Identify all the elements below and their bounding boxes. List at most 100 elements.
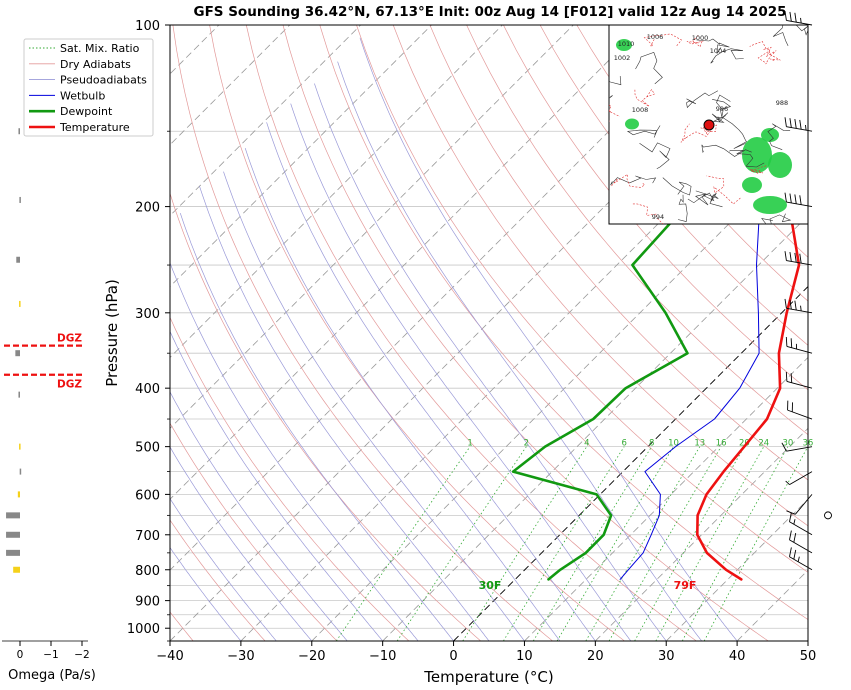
- pseudoadiabat-line: [244, 147, 561, 641]
- dry-adiabat-line: [576, 25, 808, 302]
- wind-barb: [787, 400, 813, 420]
- map-contour: [626, 125, 661, 138]
- dry-adiabat-line: [429, 25, 808, 481]
- mixing-ratio-line: [532, 446, 653, 641]
- mixing-ratio-line: [655, 446, 765, 641]
- isotherm-line: [240, 73, 808, 641]
- barb-feather: [794, 252, 797, 263]
- map-contour-label: 1004: [710, 47, 727, 55]
- dry-adiabat-line: [245, 25, 697, 641]
- barb-feather: [794, 194, 797, 204]
- pseudoadiabat-line: [170, 547, 242, 641]
- x-tick-label: 20: [587, 649, 604, 664]
- wind-barb: [784, 11, 813, 26]
- isotherm-line: [524, 356, 808, 641]
- omega-bar: [18, 128, 20, 135]
- omega-bar: [19, 443, 21, 450]
- y-tick-label: 600: [135, 488, 160, 503]
- omega-bar: [6, 549, 21, 556]
- map-contour: [635, 52, 663, 85]
- map-contour: [757, 46, 777, 65]
- barb-feather: [794, 12, 797, 23]
- barb-feather: [789, 193, 792, 204]
- chart-title: GFS Sounding 36.42°N, 67.13°E Init: 00z …: [193, 4, 786, 20]
- barb-shaft: [787, 409, 813, 420]
- map-contour: [677, 194, 688, 222]
- map-contour: [634, 88, 655, 107]
- wind-barb: [784, 117, 813, 132]
- dry-adiabat-line: [170, 422, 338, 641]
- pseudoadiabat-line: [359, 37, 738, 641]
- barb-feather: [790, 373, 793, 383]
- isotherm-line: [170, 25, 574, 429]
- pseudoadiabat-line: [337, 61, 702, 641]
- isotherm-line: [170, 25, 503, 359]
- map-contour-label: 1010: [618, 40, 635, 48]
- barb-feather: [785, 371, 788, 382]
- plot-frame: [169, 24, 809, 642]
- y-tick-label: 300: [135, 307, 160, 322]
- pseudoadiabat-line: [179, 212, 454, 641]
- map-contour: [610, 173, 646, 188]
- wind-barb: [824, 511, 832, 520]
- map-contour-label: 1000: [692, 34, 709, 42]
- map-contour-label: 994: [652, 213, 664, 221]
- barb-feather: [789, 118, 792, 128]
- surface-temperature-label: 79F: [674, 579, 697, 592]
- pseudoadiabat-line: [170, 391, 348, 641]
- x-tick-label: −40: [156, 649, 183, 664]
- barb-feather: [799, 253, 802, 264]
- wind-barb: [784, 298, 813, 314]
- y-tick-label: 500: [135, 441, 160, 456]
- isotherm-line: [311, 144, 808, 641]
- isotherm-line: [0, 25, 6, 641]
- dry-adiabat-line: [503, 25, 808, 391]
- dry-adiabat-line: [319, 25, 808, 621]
- mixing-ratio-labels: 1 2 4 6 8 10 13 16 20 24 30 36: [467, 439, 813, 449]
- legend-entry: Temperature: [59, 121, 130, 134]
- dry-adiabat-line: [172, 25, 553, 641]
- map-contour: [632, 203, 664, 224]
- dry-adiabat-line: [539, 25, 808, 346]
- pseudoadiabat-line: [170, 446, 313, 641]
- pseudoadiabat-line: [170, 261, 419, 641]
- omega-tick-label: −1: [43, 649, 58, 661]
- mixing-ratio-label: 8: [649, 439, 654, 449]
- wind-barb: [785, 471, 813, 485]
- barb-shaft: [789, 471, 813, 485]
- y-tick-label: 200: [135, 201, 160, 216]
- dry-adiabat-line: [356, 25, 808, 573]
- barb-shaft: [789, 521, 813, 536]
- map-contour: [610, 175, 657, 186]
- omega-bar: [16, 256, 20, 263]
- isotherm-line: [170, 25, 645, 500]
- barb-shaft: [786, 126, 813, 132]
- legend-entry: Dry Adiabats: [60, 58, 131, 71]
- barb-feather: [784, 11, 787, 21]
- profile-temperature: [695, 25, 801, 581]
- map-contour: [729, 149, 765, 168]
- barb-shaft: [786, 260, 813, 266]
- barb-feather: [781, 442, 787, 452]
- y-tick-label: 1000: [127, 622, 160, 637]
- map-contour: [717, 117, 747, 149]
- map-contour: [701, 144, 752, 157]
- map-contour: [609, 76, 622, 86]
- omega-bar: [17, 491, 20, 498]
- mixing-ratio-label: 1: [467, 439, 472, 449]
- map-contour: [639, 142, 671, 170]
- isotherm-line: [807, 640, 808, 641]
- isotherm-line: [665, 498, 808, 641]
- map-contour: [712, 94, 732, 117]
- precip-area: [753, 196, 787, 214]
- wind-barb: [784, 192, 813, 208]
- calm-circle: [824, 511, 832, 520]
- precip-area: [761, 128, 779, 142]
- dry-adiabat-line: [282, 25, 769, 641]
- barb-feather: [789, 530, 792, 540]
- isotherm-line: [170, 25, 716, 571]
- x-tick-label: 30: [658, 649, 675, 664]
- barb-feather: [789, 299, 792, 310]
- mixing-ratio-label: 4: [584, 439, 589, 449]
